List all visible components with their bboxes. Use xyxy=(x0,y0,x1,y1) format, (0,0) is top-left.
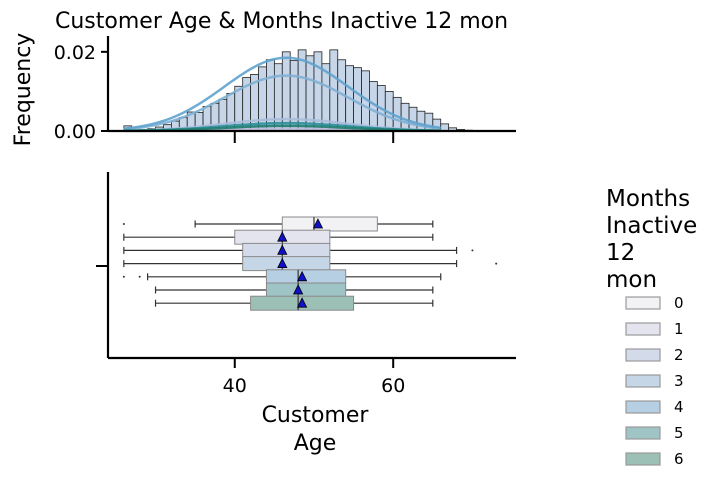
legend-swatch-5 xyxy=(625,426,661,440)
box-mean-marker xyxy=(277,244,288,255)
box-mean-marker xyxy=(312,218,324,229)
box-mean-marker xyxy=(296,270,308,282)
legend-title-line: Months xyxy=(606,186,690,212)
histogram-y-tick-label: 0.00 xyxy=(54,121,96,143)
chart-title: Customer Age & Months Inactive 12 mon xyxy=(55,9,508,34)
box-flier xyxy=(471,249,474,252)
legend-label-1: 1 xyxy=(674,320,684,338)
histogram-bar xyxy=(313,51,323,132)
legend-label-5: 5 xyxy=(674,424,684,442)
box-0 xyxy=(122,216,434,232)
legend-label-2: 2 xyxy=(674,346,684,364)
legend-label-6: 6 xyxy=(674,450,684,468)
legend-title-line: 12 xyxy=(606,240,635,266)
box-1 xyxy=(123,229,434,245)
box-mean-marker xyxy=(292,284,304,295)
histogram-axes: 0.00 0.02 xyxy=(54,36,516,143)
box-iqr xyxy=(242,242,331,258)
box-iqr xyxy=(281,216,378,232)
legend-title-line: Inactive xyxy=(606,213,697,239)
box-6 xyxy=(154,295,434,311)
box-5 xyxy=(154,282,434,298)
histogram-y-axis-label: Frequency xyxy=(11,33,36,147)
box-flier xyxy=(122,275,125,278)
box-flier xyxy=(138,275,141,278)
histogram-panel: 0.00 0.02 Frequency xyxy=(11,33,516,147)
legend-swatch-1 xyxy=(625,322,661,336)
legend-swatch-4 xyxy=(625,400,661,414)
box-mean-marker xyxy=(277,231,288,242)
legend-swatch-3 xyxy=(625,374,661,388)
histogram-bar xyxy=(353,67,362,132)
histogram-y-tick-label: 0.02 xyxy=(54,42,96,64)
legend-swatch-2 xyxy=(625,348,661,362)
boxplot-x-axis-label-line2: Age xyxy=(294,431,337,456)
boxplot-x-axis-label-line1: Customer xyxy=(262,403,370,428)
boxplot-x-tick-label: 40 xyxy=(223,375,247,397)
legend-swatch-0 xyxy=(625,296,661,310)
legend-label-4: 4 xyxy=(674,398,684,416)
legend-swatch-6 xyxy=(625,452,661,466)
box-mean-marker xyxy=(296,297,308,308)
boxplot-panel: 40 60 Customer Age xyxy=(96,172,516,456)
histogram-bar xyxy=(408,106,418,132)
box-4 xyxy=(122,269,442,285)
histogram-bar xyxy=(416,110,426,132)
legend-label-0: 0 xyxy=(674,294,684,312)
box-flier xyxy=(495,262,498,265)
histogram-bar xyxy=(273,63,283,132)
box-iqr xyxy=(242,256,331,272)
box-3 xyxy=(123,256,498,272)
box-mean-marker xyxy=(277,257,288,269)
legend-label-3: 3 xyxy=(674,372,684,390)
legend-title-line: mon xyxy=(606,267,657,293)
boxplot-axes: 40 60 xyxy=(96,172,516,397)
boxplot-x-tick-label: 60 xyxy=(381,375,405,397)
boxplot-boxes xyxy=(122,216,498,311)
box-iqr xyxy=(265,282,347,298)
box-2 xyxy=(123,242,474,258)
kde-curve-4 xyxy=(123,56,441,130)
kde-curve-3 xyxy=(123,74,441,131)
box-iqr xyxy=(265,269,347,285)
box-flier xyxy=(122,223,125,225)
